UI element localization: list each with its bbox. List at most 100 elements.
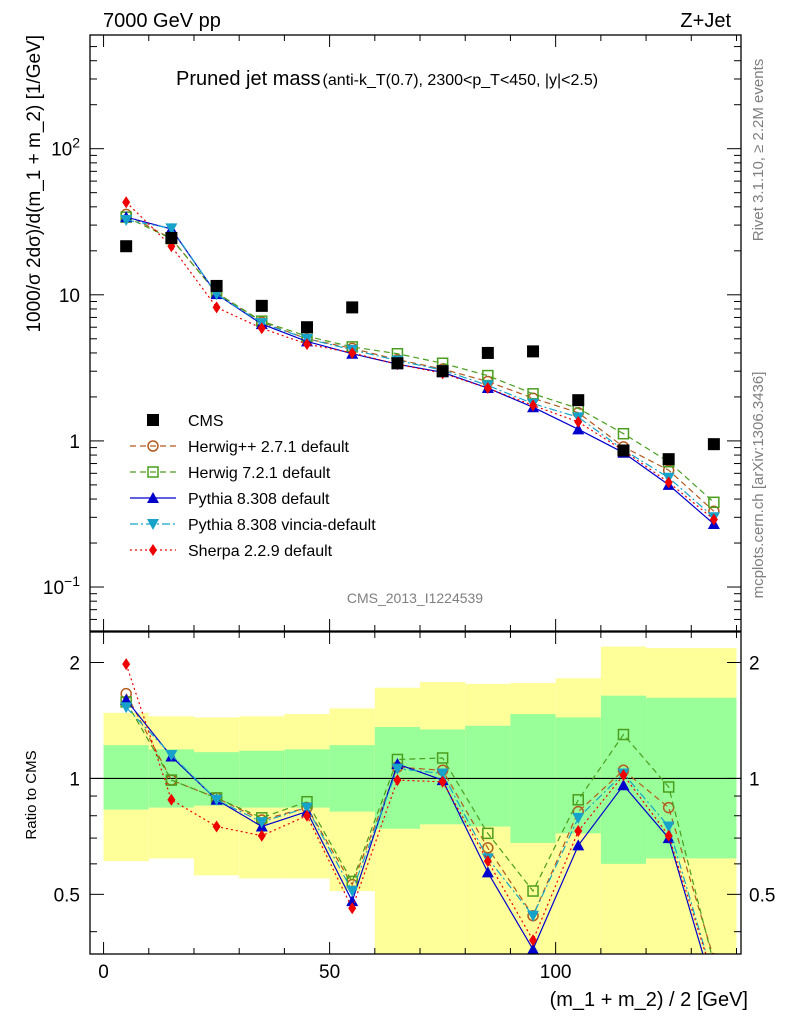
ratio-point-pythia-8-308-vincia-default (165, 750, 178, 762)
ratio-line-herwig-7-2-1-default (125, 701, 713, 954)
x-tick-label: 100 (540, 962, 572, 983)
ratio-point-pythia-8-308-default (346, 895, 359, 907)
ratio-point-pythia-8-308-vincia-default (120, 702, 133, 714)
ratio-point-pythia-8-308-vincia-default (346, 886, 359, 898)
main-point-sherpa-2-2-9-default (529, 399, 538, 412)
main-point-cms (391, 357, 404, 370)
legend-marker-pythia-8-308-default (147, 492, 159, 503)
main-point-cms (617, 444, 630, 457)
axes: 0 50 100 10−1 1 10 102 0.5 0.5 1 1 2 2 (43, 34, 775, 983)
process-label: Z+Jet (680, 10, 731, 32)
x-tick-label: 50 (319, 962, 340, 983)
ratio-y-tick-label-left: 1 (69, 769, 80, 790)
ratio-line-sherpa-2-2-9-default (125, 664, 707, 954)
main-point-sherpa-2-2-9-default (664, 476, 673, 489)
ratio-point-herwig-2-7-1-default (710, 953, 717, 954)
ratio-point-herwig-7-2-1-default (482, 827, 494, 840)
ratio-frame (89, 631, 742, 955)
plot-subtitle: (anti-k_T(0.7), 2300<p_T<450, |y|<2.5) (323, 72, 599, 89)
ratio-plot (90, 658, 741, 986)
main-y-axis-title: 1000/σ 2dσ)/d(m_1 + m_2) [1/GeV] (24, 35, 45, 333)
main-y-tick-label: 10 (59, 286, 80, 307)
main-point-sherpa-2-2-9-default (483, 382, 492, 395)
ratio-point-herwig-7-2-1-default (436, 752, 449, 764)
ratio-point-pythia-8-308-default (120, 693, 133, 705)
ratio-point-sherpa-2-2-9-default (664, 829, 673, 842)
ratio-point-herwig-2-7-1-default (662, 801, 675, 814)
main-line-pythia-8-308-vincia-default (126, 219, 715, 518)
legend: CMS Herwig++ 2.7.1 default Herwig 7.2.1 de… (130, 413, 376, 560)
ratio-point-sherpa-2-2-9-default (303, 809, 311, 822)
ratio-point-pythia-8-308-vincia-default (527, 910, 540, 922)
ratio-point-herwig-7-2-1-default (662, 781, 675, 793)
ratio-point-pythia-8-308-vincia-default (436, 768, 449, 780)
main-point-sherpa-2-2-9-default (348, 346, 357, 359)
mcplots-label: mcplots.cern.ch [arXiv:1306.3436] (750, 372, 767, 599)
ratio-point-pythia-8-308-vincia-default (572, 812, 585, 824)
ratio-point-sherpa-2-2-9-default (710, 974, 718, 986)
ratio-point-herwig-7-2-1-default (527, 885, 539, 897)
main-point-cms (301, 321, 313, 334)
legend-marker-sherpa-2-2-9-default (149, 544, 157, 556)
main-point-cms (481, 346, 494, 359)
ratio-point-herwig-7-2-1-default (617, 728, 630, 741)
main-point-cms (346, 301, 359, 314)
legend-label-sherpa-2-2-9-default: Sherpa 2.2.9 default (188, 543, 333, 560)
ratio-point-sherpa-2-2-9-default (483, 855, 492, 868)
ratio-y-axis-title: Ratio to CMS (23, 750, 40, 839)
ratio-point-pythia-8-308-vincia-default (210, 794, 223, 806)
ratio-point-herwig-7-2-1-default (709, 959, 719, 969)
legend-label-pythia-8-308-default: Pythia 8.308 default (188, 491, 330, 508)
legend-label-herwig-7-2-1-default: Herwig 7.2.1 default (188, 465, 331, 482)
ratio-point-sherpa-2-2-9-default (167, 793, 176, 806)
main-point-herwig-7-2-1-default (708, 496, 720, 509)
ratio-point-pythia-8-308-vincia-default (391, 763, 404, 775)
main-point-cms (527, 345, 540, 358)
main-point-cms (662, 453, 675, 466)
main-point-pythia-8-308-vincia-default (120, 215, 133, 227)
main-point-cms (255, 299, 268, 312)
ratio-point-pythia-8-308-vincia-default (662, 821, 675, 833)
ratio-point-sherpa-2-2-9-default (438, 775, 447, 788)
main-line-herwig-2-7-1-default (125, 213, 715, 512)
main-point-pythia-8-308-vincia-default (165, 223, 178, 235)
legend-marker-herwig-7-2-1-default (147, 466, 159, 478)
main-point-cms (572, 394, 585, 407)
legend-marker-pythia-8-308-vincia-default (147, 519, 159, 530)
plot-title: Pruned jet mass (anti-k_T(0.7), 2300<p_T<… (176, 68, 598, 90)
ratio-point-herwig-7-2-1-default (165, 774, 178, 786)
main-point-cms (120, 240, 133, 253)
ratio-point-pythia-8-308-vincia-default (255, 817, 268, 829)
ratio-point-sherpa-2-2-9-default (619, 769, 628, 782)
legend-label-pythia-8-308-vincia-default: Pythia 8.308 vincia-default (188, 517, 376, 534)
main-point-sherpa-2-2-9-default (257, 322, 266, 335)
ratio-y-tick-label-left: 0.5 (54, 885, 80, 906)
ratio-point-sherpa-2-2-9-default (212, 820, 221, 833)
uncertainty-bands (103, 646, 737, 954)
main-point-sherpa-2-2-9-default (122, 196, 131, 209)
ratio-point-pythia-8-308-default (617, 779, 630, 791)
ratio-y-tick-label-left: 2 (69, 653, 80, 674)
energy-label: 7000 GeV pp (103, 10, 221, 32)
ratio-line-pythia-8-308-vincia-default (125, 706, 707, 954)
main-line-herwig-7-2-1-default (125, 216, 715, 503)
ratio-point-pythia-8-308-vincia-default (301, 802, 313, 814)
main-y-tick-label: 102 (51, 135, 80, 161)
ratio-point-pythia-8-308-vincia-default (708, 975, 720, 986)
main-point-cms (436, 365, 449, 378)
main-point-pythia-8-308-default (572, 423, 585, 435)
ratio-point-sherpa-2-2-9-default (348, 902, 357, 915)
ratio-point-sherpa-2-2-9-default (257, 829, 266, 842)
main-point-sherpa-2-2-9-default (212, 301, 221, 314)
ratio-point-pythia-8-308-default (527, 943, 539, 954)
inner-band (465, 725, 511, 827)
ratio-point-pythia-8-308-default (572, 839, 585, 851)
main-y-tick-label: 1 (69, 432, 80, 453)
ratio-point-pythia-8-308-default (481, 866, 494, 878)
ratio-point-sherpa-2-2-9-default (122, 658, 131, 671)
inner-band (239, 750, 285, 808)
ratio-point-sherpa-2-2-9-default (529, 934, 538, 947)
main-point-sherpa-2-2-9-default (709, 513, 718, 526)
ratio-point-herwig-7-2-1-default (572, 794, 584, 806)
